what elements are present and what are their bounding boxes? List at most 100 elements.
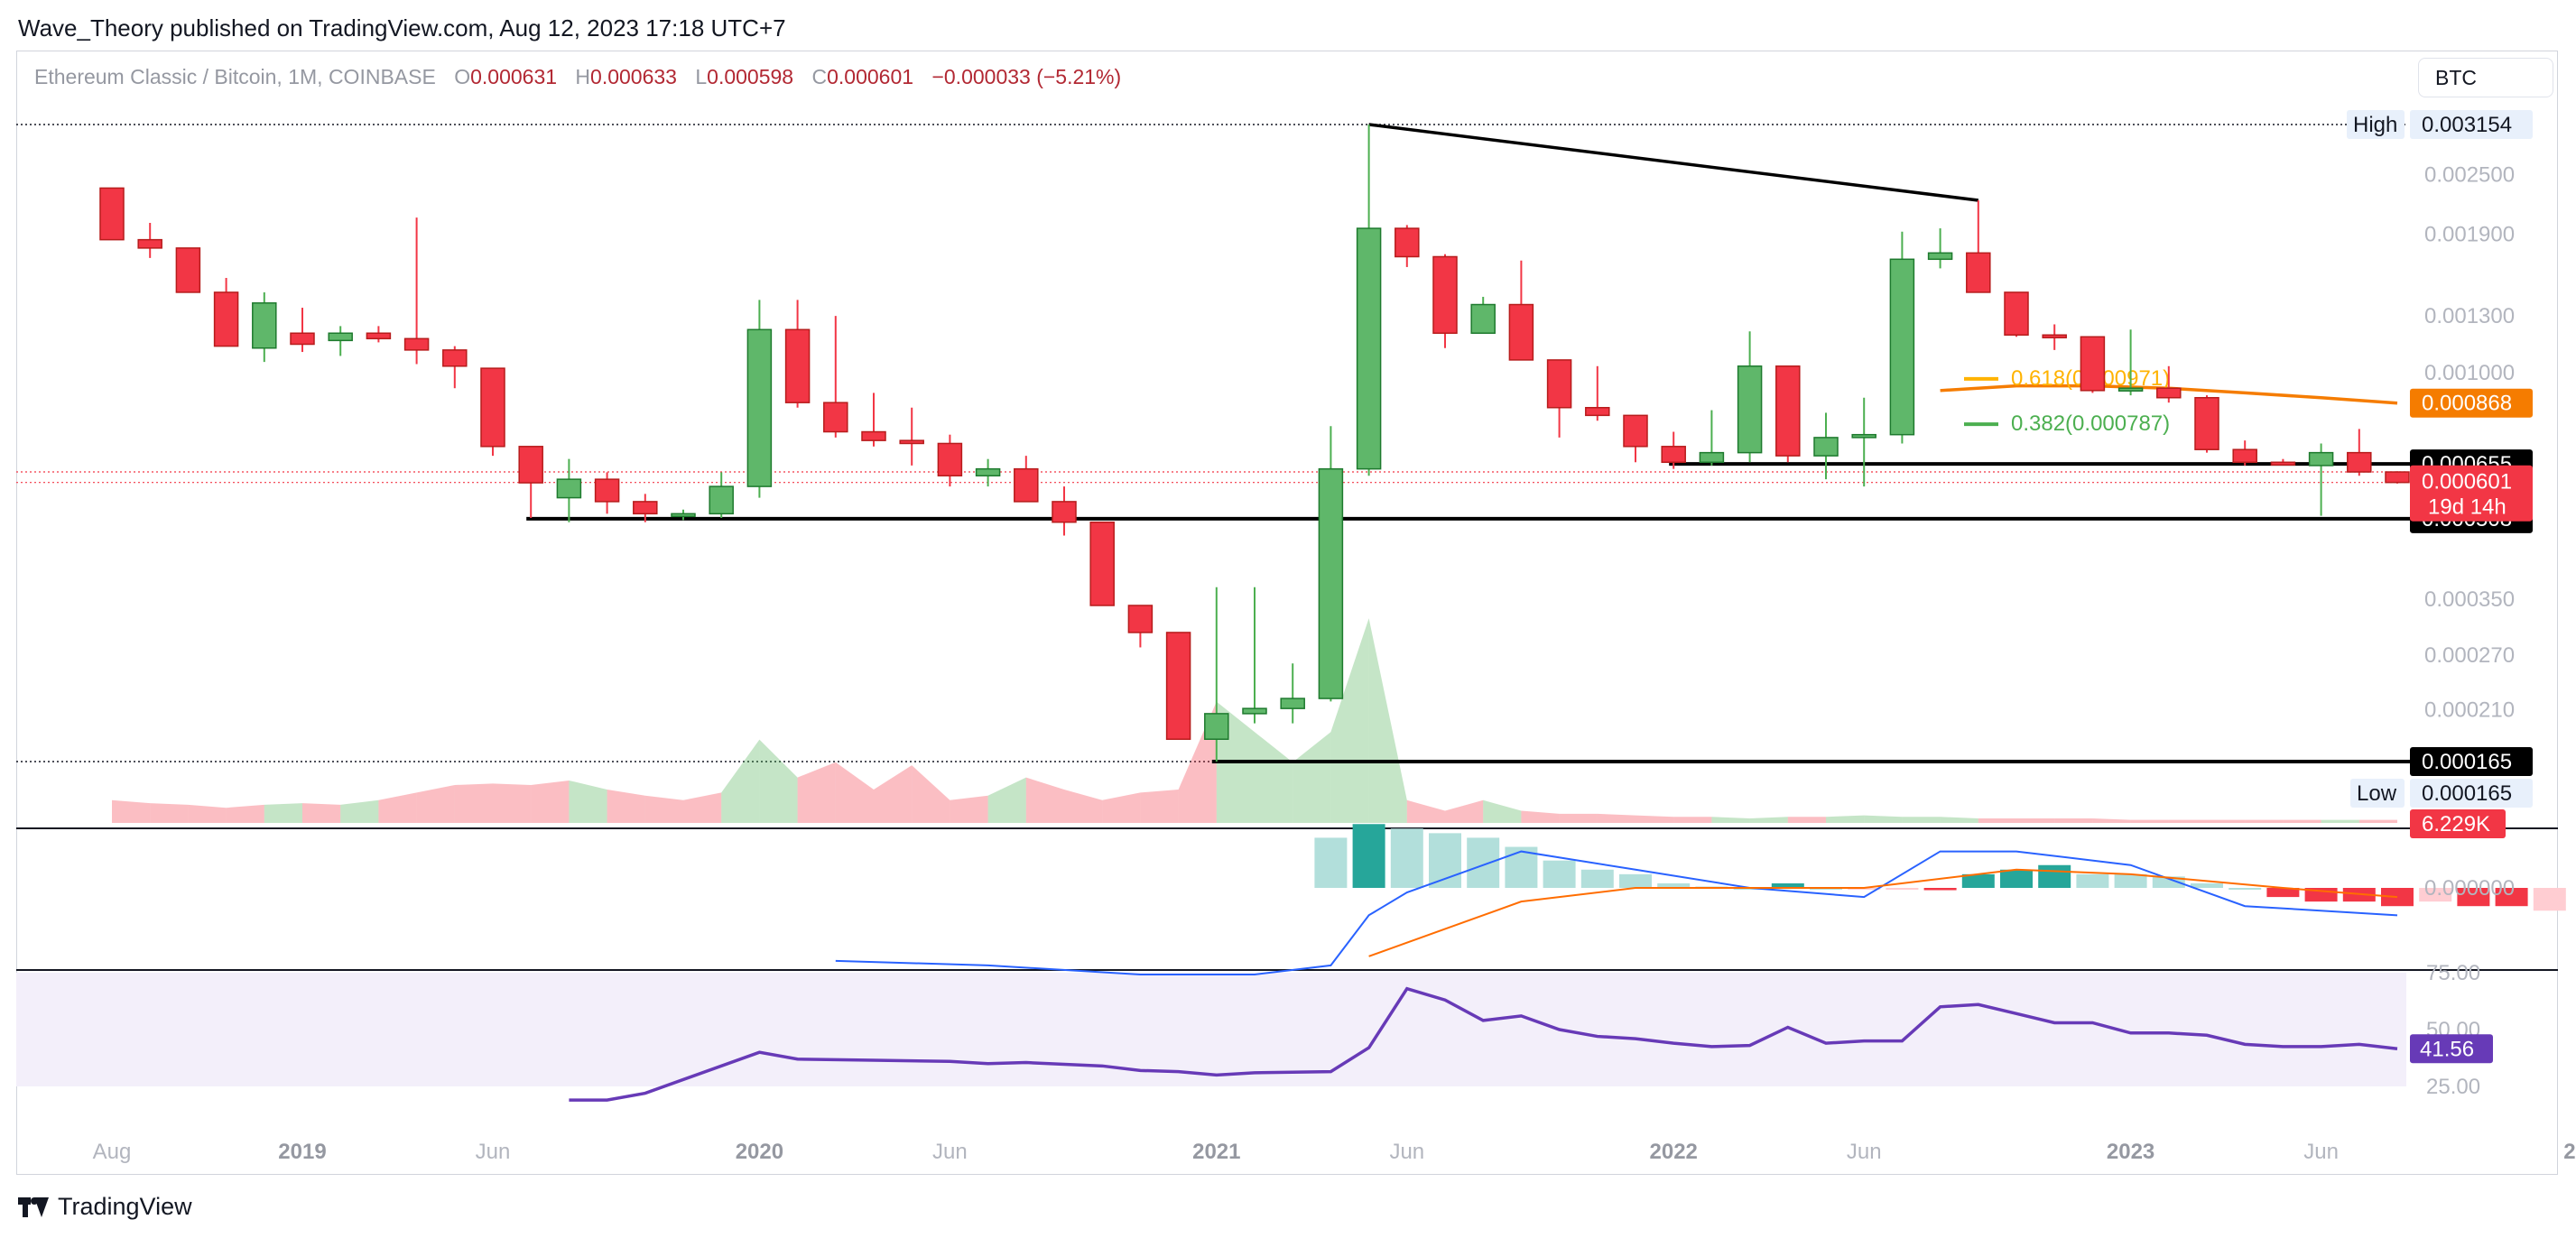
- candle: [746, 300, 773, 498]
- candle-body: [518, 446, 543, 484]
- time-axis: Aug 2019 Jun 2020 Jun 2021 Jun 2022 Jun 2023 Jun 20…: [93, 1140, 2576, 1164]
- candle-body: [137, 238, 162, 249]
- candle: [1356, 125, 1382, 476]
- candle: [1432, 254, 1458, 348]
- volume-segment: [644, 795, 683, 823]
- volume-segment: [2358, 819, 2397, 823]
- candle-body: [2385, 471, 2410, 484]
- candle: [1585, 365, 1610, 421]
- candle-body: [2042, 334, 2067, 338]
- chart-frame[interactable]: [16, 51, 2558, 1175]
- candle-body: [366, 332, 392, 340]
- candle-body: [1927, 252, 1953, 261]
- low-label: L: [695, 65, 708, 88]
- price-tick-label: 0.001300: [2424, 304, 2515, 328]
- price-tick-label: 0.000350: [2424, 587, 2515, 612]
- volume-segment: [1521, 810, 1560, 823]
- candle: [1242, 587, 1267, 724]
- ohlc-legend: Ethereum Classic / Bitcoin, 1M, COINBASE…: [34, 65, 1121, 89]
- volume-value-badge-bg: [2410, 809, 2506, 838]
- macd-histogram-bar: [2076, 873, 2109, 888]
- candle-body: [1318, 467, 1344, 699]
- candle-body: [975, 467, 1001, 476]
- candle: [1546, 359, 1572, 438]
- candle: [937, 434, 963, 487]
- pane-dividers: [16, 124, 2558, 1086]
- volume-segment: [531, 780, 570, 823]
- candles: [99, 125, 2410, 762]
- volume-segment: [721, 739, 760, 823]
- candle: [213, 277, 239, 347]
- candle: [975, 458, 1001, 487]
- candle-body: [1508, 303, 1534, 361]
- candle: [1089, 521, 1115, 606]
- candle-body: [2194, 396, 2219, 450]
- candle-body: [1813, 437, 1839, 457]
- macd-pane: [835, 824, 2566, 975]
- candle-body: [633, 501, 658, 515]
- candle: [2270, 458, 2296, 467]
- macd-histogram-bar: [1923, 888, 1957, 891]
- macd-histogram-bar: [1390, 828, 1423, 888]
- change-value: −0.000033 (−5.21%): [931, 65, 1122, 88]
- volume-segment: [2245, 819, 2284, 823]
- rsi-tick-label: 25.00: [2426, 1075, 2480, 1099]
- candle: [1927, 228, 1953, 269]
- candle-body: [556, 478, 582, 499]
- candle: [2308, 443, 2334, 516]
- tradingview-logo-text: TradingView: [58, 1193, 192, 1220]
- rsi-pane: [569, 986, 2398, 1102]
- candle-body: [671, 513, 696, 518]
- volume-segment: [1102, 792, 1141, 823]
- price-tick-label: 0.002500: [2424, 163, 2515, 188]
- candle: [1737, 331, 1763, 463]
- candle: [2156, 365, 2182, 403]
- candle: [1966, 200, 1991, 293]
- volume-segment: [759, 739, 798, 823]
- candle: [1014, 456, 1039, 503]
- candle: [556, 458, 582, 522]
- macd-histogram-bar: [2495, 888, 2528, 907]
- candle-body: [1966, 252, 1991, 293]
- macd-histogram-bar: [1543, 860, 1576, 888]
- currency-button[interactable]: BTC: [2418, 58, 2553, 97]
- candle-body: [2347, 451, 2372, 473]
- level-badge: 0.000165: [2410, 747, 2533, 776]
- macd-histogram-bar: [2229, 888, 2262, 890]
- tradingview-logo-icon: [18, 1196, 49, 1217]
- low-value-badge: 0.000165: [2410, 779, 2533, 808]
- macd-histogram-bar: [1314, 837, 1348, 888]
- macd-histogram-bar: [1657, 882, 1691, 888]
- tradingview-logo[interactable]: TradingView: [18, 1193, 192, 1221]
- candle: [1775, 365, 1801, 463]
- candle: [1280, 663, 1305, 724]
- candle: [99, 187, 125, 241]
- time-tick-label: Jun: [1847, 1140, 1882, 1164]
- trendline-line: [1368, 123, 1979, 202]
- candle: [861, 393, 886, 447]
- candle: [899, 407, 924, 466]
- candle-body: [1737, 365, 1763, 454]
- candle: [1623, 414, 1648, 463]
- candle: [328, 326, 353, 356]
- price-tick-label: 0.001000: [2424, 361, 2515, 385]
- volume-segment: [1255, 732, 1293, 823]
- macd-histogram-bar: [2038, 864, 2071, 888]
- volume-segment: [1368, 618, 1407, 823]
- volume-segment: [2283, 819, 2321, 823]
- volume-value-badge-text: 6.229K: [2422, 812, 2490, 836]
- volume-value-badge: 6.229K: [2410, 809, 2506, 838]
- candle: [403, 217, 430, 365]
- volume-segment: [874, 765, 913, 823]
- time-tick-label: Jun: [2303, 1140, 2339, 1164]
- candle: [1318, 426, 1344, 702]
- ma-value-badge-text: 0.000868: [2422, 392, 2512, 416]
- candle: [137, 222, 162, 258]
- macd-histogram-bar: [1619, 873, 1652, 888]
- candle-body: [328, 332, 353, 342]
- volume-segment: [378, 792, 417, 823]
- volume-segment: [1864, 815, 1903, 823]
- time-tick-label: 2019: [278, 1140, 326, 1164]
- volume-segment: [1787, 817, 1826, 823]
